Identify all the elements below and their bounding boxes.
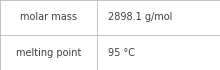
Text: molar mass: molar mass bbox=[20, 13, 77, 22]
Bar bbox=[0, 35, 220, 70]
Text: melting point: melting point bbox=[16, 48, 81, 57]
Text: 95 °C: 95 °C bbox=[108, 48, 135, 57]
Bar bbox=[0, 0, 220, 35]
Text: 2898.1 g/mol: 2898.1 g/mol bbox=[108, 13, 172, 22]
